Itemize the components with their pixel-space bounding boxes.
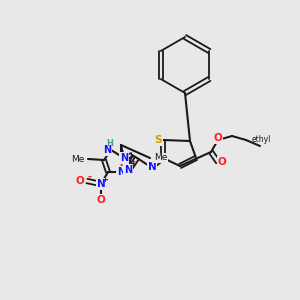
Text: +: + xyxy=(101,176,109,184)
Text: Me: Me xyxy=(70,154,84,164)
Text: N: N xyxy=(120,153,128,163)
Text: N: N xyxy=(148,162,156,172)
Text: Me: Me xyxy=(154,154,167,163)
Text: H: H xyxy=(106,139,113,148)
Text: -: - xyxy=(87,172,91,182)
Text: O: O xyxy=(75,176,84,186)
Text: O: O xyxy=(119,162,128,172)
Text: N: N xyxy=(103,145,111,155)
Text: O: O xyxy=(97,195,105,205)
Text: N: N xyxy=(124,165,132,175)
Text: O: O xyxy=(218,157,226,167)
Text: -: - xyxy=(132,157,136,167)
Text: N: N xyxy=(117,167,125,177)
Text: +: + xyxy=(130,160,136,169)
Text: S: S xyxy=(154,135,162,145)
Text: ethyl: ethyl xyxy=(252,136,272,145)
Text: O: O xyxy=(214,133,222,143)
Text: N: N xyxy=(97,179,105,189)
